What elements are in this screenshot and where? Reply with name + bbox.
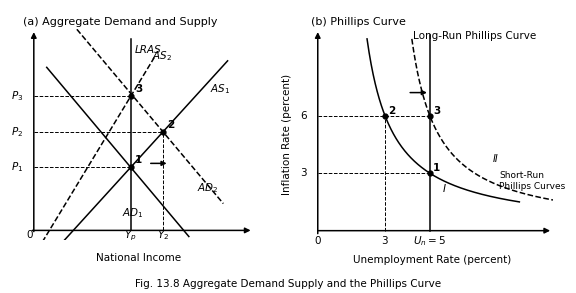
Text: Long-Run Phillips Curve: Long-Run Phillips Curve <box>413 31 536 41</box>
Text: LRAS: LRAS <box>135 45 162 55</box>
Text: (a) Aggregate Demand and Supply: (a) Aggregate Demand and Supply <box>23 17 218 27</box>
Text: Short-Run
Phillips Curves: Short-Run Phillips Curves <box>499 171 566 191</box>
Text: Fig. 13.8 Aggregate Demand Supply and the Phillips Curve: Fig. 13.8 Aggregate Demand Supply and th… <box>135 279 441 289</box>
Text: $AD_2$: $AD_2$ <box>198 181 219 195</box>
Text: (b) Phillips Curve: (b) Phillips Curve <box>311 17 406 27</box>
Text: 1: 1 <box>433 163 441 173</box>
Text: $Y_p$: $Y_p$ <box>124 229 137 243</box>
Text: I: I <box>443 184 446 194</box>
Text: 3: 3 <box>300 168 306 178</box>
Text: $P_1$: $P_1$ <box>11 160 23 174</box>
Text: 3: 3 <box>382 236 388 246</box>
Text: Unemployment Rate (percent): Unemployment Rate (percent) <box>353 255 511 265</box>
Text: 3: 3 <box>135 84 142 94</box>
Text: 0: 0 <box>26 230 33 240</box>
Text: 2: 2 <box>167 120 175 130</box>
Text: $U_n=5$: $U_n=5$ <box>413 234 446 248</box>
Text: National Income: National Income <box>96 253 181 263</box>
Text: $P_3$: $P_3$ <box>11 89 23 103</box>
Text: $AD_1$: $AD_1$ <box>122 207 143 220</box>
Text: $Y_2$: $Y_2$ <box>157 228 169 242</box>
Text: 2: 2 <box>388 106 396 116</box>
Text: $AS_2$: $AS_2$ <box>152 49 172 63</box>
Text: 3: 3 <box>433 106 441 116</box>
Text: 6: 6 <box>300 110 306 121</box>
Text: Inflation Rate (percent): Inflation Rate (percent) <box>282 74 292 195</box>
Text: II: II <box>492 154 498 163</box>
Text: $AS_1$: $AS_1$ <box>210 82 230 96</box>
Text: 1: 1 <box>135 155 142 165</box>
Text: 0: 0 <box>314 236 321 246</box>
Text: $P_2$: $P_2$ <box>11 125 23 139</box>
